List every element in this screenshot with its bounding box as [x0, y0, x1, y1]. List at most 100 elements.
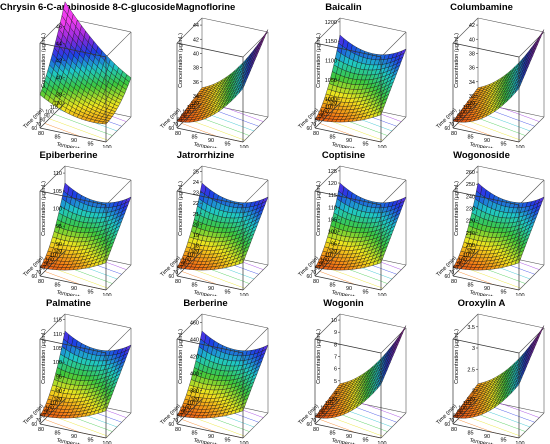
y-tick-label: 110: [50, 401, 58, 407]
x-tick-label: 95: [87, 438, 93, 444]
box-front: [39, 190, 107, 291]
box-front: [452, 42, 520, 143]
y-tick-label: 120: [329, 397, 338, 403]
x-tick-label: 85: [191, 135, 197, 141]
y-tick-label: 60: [168, 422, 174, 428]
z-tick-label: 44: [193, 23, 199, 29]
x-axis: 80859095100Temperature (°C): [175, 427, 249, 444]
z-tick-label: 100: [53, 207, 62, 213]
y-tick-label: 80: [177, 266, 183, 272]
chart-title: Wogonoside: [453, 150, 510, 161]
x-tick-label: 80: [38, 427, 44, 433]
y-tick-label: 110: [325, 105, 333, 111]
box-front: [452, 338, 520, 439]
y-tick-label: 90: [181, 410, 187, 416]
y-tick-label: 120: [467, 249, 476, 255]
z-tick-label: 220: [466, 219, 475, 225]
z-tick-label: 1150: [325, 39, 337, 45]
z-axis-label: Concentration (µg/mL): [316, 33, 322, 88]
z-tick-label: 125: [328, 169, 337, 175]
x-tick-label: 80: [175, 279, 181, 285]
x-tick-label: 80: [175, 427, 181, 433]
z-tick-label: 25: [193, 169, 199, 175]
z-tick-label: 110: [53, 332, 62, 338]
z-tick-label: 110: [53, 171, 62, 177]
chart-panel-wogonoside: Wogonoside 200 210 220 230 240 250 260 Concentra…: [413, 148, 550, 296]
x-axis: 80859095100Temperature (°C): [313, 427, 387, 444]
x-tick-label: 95: [224, 142, 230, 148]
y-tick-label: 110: [50, 253, 58, 259]
z-tick-label: 19: [193, 233, 199, 239]
x-tick-label: 85: [191, 431, 197, 437]
z-tick-label: 460: [190, 321, 199, 327]
z-tick-label: 4: [334, 391, 337, 397]
chart-panel-coptisine: Coptisine 95 100 105 110 115 120 125 Concentrati…: [275, 148, 412, 296]
chart-panel-oroxylin-a: Oroxylin A 2 2.5 3 3.5 Concentration (µg/mL) 8…: [413, 296, 550, 444]
x-tick-label: 95: [87, 290, 93, 296]
y-tick-label: 60: [31, 422, 37, 428]
x-axis: 80859095100Temperature (°C): [175, 279, 249, 296]
z-tick-label: 32: [469, 94, 475, 100]
box-front: [314, 190, 382, 291]
z-tick-label: 24: [193, 180, 199, 186]
y-tick-label: 120: [54, 249, 63, 255]
z-tick-label: 95: [56, 224, 62, 230]
y-tick-label: 90: [457, 262, 463, 268]
y-tick-label: 80: [40, 414, 46, 420]
z-axis-label: Concentration (µg/mL): [316, 329, 322, 384]
z-tick-label: 260: [466, 170, 475, 176]
surface-plot: 95 100 105 110 115 120 125 Concentration (µg/mL…: [297, 165, 407, 296]
z-axis: 4 5 6 7 8 9 10 Concentration (µg/mL): [316, 318, 340, 397]
y-tick-label: 110: [325, 401, 333, 407]
y-tick-label: 70: [36, 122, 42, 128]
z-tick-label: 210: [466, 231, 475, 237]
y-tick-label: 60: [444, 274, 450, 280]
x-tick-label: 90: [208, 286, 214, 292]
z-tick-label: 38: [469, 51, 475, 57]
y-tick-label: 100: [182, 405, 191, 411]
z-tick-label: 36: [469, 66, 475, 72]
z-tick-label: 100: [53, 360, 62, 366]
x-tick-label: 95: [500, 142, 506, 148]
z-tick-label: 7: [334, 355, 337, 361]
z-tick-label: 420: [190, 355, 199, 361]
x-tick-label: 100: [515, 293, 524, 296]
z-axis: 34 36 38 40 42 44 Concentration (µg/mL): [178, 23, 202, 100]
z-axis-label: Concentration (µg/mL): [41, 181, 47, 236]
y-tick-label: 60: [306, 422, 312, 428]
x-tick-label: 90: [346, 286, 352, 292]
z-tick-label: 2: [472, 389, 475, 395]
chart-title: Oroxylin A: [457, 298, 506, 309]
box-front: [39, 42, 107, 143]
z-tick-label: 440: [190, 338, 199, 344]
y-tick-label: 80: [177, 118, 183, 124]
x-tick-label: 100: [102, 441, 111, 444]
z-axis-label: Concentration (µg/mL): [454, 181, 460, 236]
x-tick-label: 100: [102, 293, 111, 296]
z-tick-label: 230: [466, 207, 475, 213]
y-tick-label: 90: [44, 262, 50, 268]
surface-mesh: [314, 325, 407, 419]
y-tick-label: 90: [181, 262, 187, 268]
chart-title: Baicalin: [325, 2, 362, 13]
y-tick-label: 70: [311, 270, 317, 276]
z-tick-label: 100: [328, 230, 337, 236]
z-tick-label: 105: [328, 217, 337, 223]
chart-panel-baicalin: Baicalin 1000 1050 1100 1150 1200 Concentratio…: [275, 0, 412, 148]
y-tick-label: 110: [463, 401, 471, 407]
z-tick-label: 400: [190, 372, 199, 378]
x-tick-label: 85: [54, 431, 60, 437]
x-tick-label: 95: [362, 438, 368, 444]
y-tick-label: 90: [319, 410, 325, 416]
x-axis: 80859095100Temperature (°C): [451, 279, 525, 296]
y-tick-label: 100: [45, 109, 54, 115]
surface-plot: 1000 1050 1100 1150 1200 Concentration (µg/mL…: [297, 17, 407, 148]
box-front: [176, 190, 244, 291]
z-axis: 1000 1050 1100 1150 1200 Concentration (µg/mL…: [316, 20, 340, 103]
z-axis: 32 34 36 38 40 42 Concentration (µg/mL): [454, 23, 478, 100]
y-tick-label: 90: [181, 114, 187, 120]
x-axis: 80859095100Temperature (°C): [38, 131, 112, 148]
x-tick-label: 95: [362, 290, 368, 296]
y-tick-label: 70: [173, 418, 179, 424]
